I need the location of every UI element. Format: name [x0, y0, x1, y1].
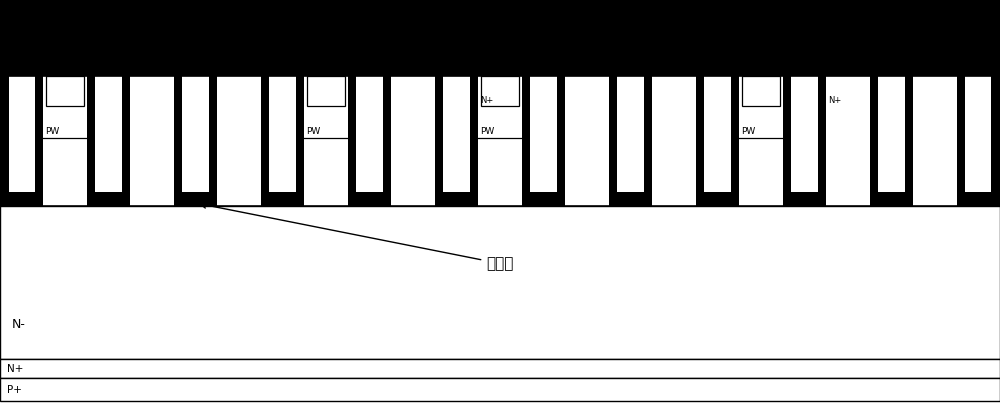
Text: emitter: emitter — [765, 12, 801, 22]
Bar — [304, 76, 348, 206]
Bar — [356, 76, 383, 192]
Bar — [391, 76, 435, 206]
Text: gate: gate — [11, 40, 33, 50]
Bar — [878, 76, 905, 192]
Text: emitter: emitter — [221, 40, 257, 50]
Text: gate: gate — [272, 40, 294, 50]
Text: N-: N- — [12, 318, 26, 330]
Text: emitter: emitter — [308, 40, 344, 50]
Text: P+: P+ — [7, 385, 22, 395]
Text: gate: gate — [793, 40, 815, 50]
Bar — [0, 206, 1000, 359]
Text: PW: PW — [741, 127, 755, 136]
Bar — [565, 76, 609, 206]
Bar — [530, 76, 557, 192]
Text: gate: gate — [185, 40, 207, 50]
Text: PW: PW — [306, 127, 321, 136]
Bar — [46, 76, 84, 106]
Text: N+: N+ — [480, 95, 494, 104]
Bar — [217, 76, 261, 206]
Bar — [791, 76, 818, 192]
Text: emitter: emitter — [656, 40, 692, 50]
Text: emitter: emitter — [395, 40, 431, 50]
Text: emitter: emitter — [69, 12, 105, 22]
Text: emitter: emitter — [830, 40, 866, 50]
Bar — [269, 76, 296, 192]
Text: emitter: emitter — [939, 12, 975, 22]
Bar — [739, 76, 783, 206]
Text: emitter: emitter — [417, 12, 453, 22]
Bar — [0, 76, 1000, 206]
Bar — [443, 76, 470, 192]
Text: emitter: emitter — [134, 40, 170, 50]
Text: emitter: emitter — [504, 12, 540, 22]
Text: emitter: emitter — [243, 12, 279, 22]
Bar — [826, 76, 870, 206]
Text: 假沟槽: 假沟槽 — [200, 202, 514, 271]
Bar — [652, 76, 696, 206]
Text: gate: gate — [98, 40, 120, 50]
Text: emitter: emitter — [678, 12, 714, 22]
Text: PW: PW — [480, 127, 495, 136]
Bar — [8, 76, 35, 192]
Text: N+: N+ — [828, 95, 841, 104]
Bar — [95, 76, 122, 192]
Text: emitter: emitter — [591, 12, 627, 22]
Text: emitter: emitter — [482, 40, 518, 50]
Bar — [307, 76, 345, 106]
Text: emitter: emitter — [852, 12, 888, 22]
Bar — [913, 76, 957, 206]
Text: emitter: emitter — [156, 12, 192, 22]
Text: gate: gate — [880, 40, 902, 50]
Bar — [742, 76, 780, 106]
Text: gate: gate — [532, 40, 554, 50]
Text: gate: gate — [706, 40, 728, 50]
Text: gate: gate — [967, 40, 989, 50]
Text: emitter: emitter — [743, 40, 779, 50]
Text: gate: gate — [619, 40, 641, 50]
Bar — [0, 359, 1000, 378]
Text: gate: gate — [446, 40, 468, 50]
Bar — [704, 76, 731, 192]
Bar — [0, 378, 1000, 401]
Bar — [965, 76, 991, 192]
Bar — [43, 76, 87, 206]
Text: emitter: emitter — [569, 40, 605, 50]
Text: N+: N+ — [7, 363, 23, 374]
Bar — [182, 76, 209, 192]
Text: PW: PW — [45, 127, 60, 136]
Text: emitter: emitter — [330, 12, 366, 22]
Bar — [130, 76, 174, 206]
Bar — [617, 76, 644, 192]
Text: emitter: emitter — [47, 40, 83, 50]
Text: emitter: emitter — [917, 40, 953, 50]
Text: gate: gate — [359, 40, 381, 50]
Bar — [0, 76, 1000, 206]
Bar — [481, 76, 519, 106]
Bar — [478, 76, 522, 206]
Bar — [0, 0, 1000, 76]
